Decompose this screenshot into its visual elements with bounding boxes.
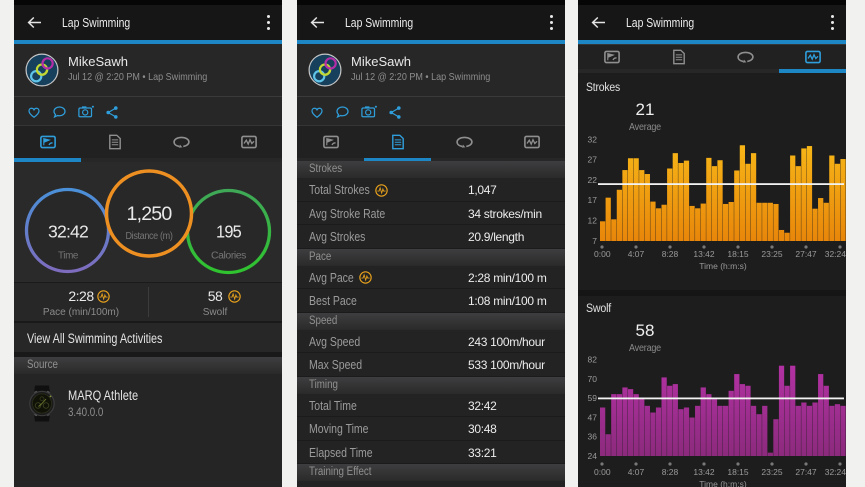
svg-text:195: 195 <box>216 222 241 242</box>
svg-text:Strokes: Strokes <box>586 82 620 94</box>
svg-text:18:15: 18:15 <box>727 467 749 477</box>
svg-text:1,250: 1,250 <box>127 203 173 225</box>
svg-text:36: 36 <box>588 432 598 442</box>
svg-text:Distance (m): Distance (m) <box>126 231 173 242</box>
svg-text:23:25: 23:25 <box>761 467 783 477</box>
svg-text:32: 32 <box>588 134 598 144</box>
svg-text:22: 22 <box>588 175 598 185</box>
svg-text:27:47: 27:47 <box>795 467 817 477</box>
svg-text:32:24: 32:24 <box>825 249 846 259</box>
svg-text:27: 27 <box>588 155 598 165</box>
svg-text:58: 58 <box>636 321 655 340</box>
svg-text:0:00: 0:00 <box>594 467 611 477</box>
svg-text:12: 12 <box>588 216 598 226</box>
svg-text:47: 47 <box>588 412 598 422</box>
svg-text:23:25: 23:25 <box>761 249 783 259</box>
svg-text:13:42: 13:42 <box>693 467 715 477</box>
svg-text:Time: Time <box>58 251 79 262</box>
svg-text:32:24: 32:24 <box>825 467 846 477</box>
svg-text:0:00: 0:00 <box>594 249 611 259</box>
svg-text:70: 70 <box>588 374 598 384</box>
svg-text:24: 24 <box>588 451 598 461</box>
svg-text:17: 17 <box>588 195 598 205</box>
svg-text:Time (h:m:s): Time (h:m:s) <box>699 261 747 271</box>
svg-text:Swolf: Swolf <box>586 303 612 315</box>
svg-text:Average: Average <box>629 343 662 354</box>
svg-text:8:28: 8:28 <box>662 249 679 259</box>
svg-text:4:07: 4:07 <box>628 467 645 477</box>
svg-text:21: 21 <box>636 100 655 119</box>
svg-text:Calories: Calories <box>211 251 247 262</box>
svg-text:18:15: 18:15 <box>727 249 749 259</box>
svg-text:13:42: 13:42 <box>693 249 715 259</box>
svg-text:7: 7 <box>592 236 597 246</box>
svg-text:Average: Average <box>629 122 662 133</box>
svg-text:4:07: 4:07 <box>628 249 645 259</box>
svg-text:8:28: 8:28 <box>662 467 679 477</box>
svg-text:59: 59 <box>588 393 598 403</box>
svg-text:32:42: 32:42 <box>48 222 88 242</box>
svg-text:82: 82 <box>588 355 598 365</box>
svg-text:27:47: 27:47 <box>795 249 817 259</box>
svg-text:Time (h:m:s): Time (h:m:s) <box>699 479 747 487</box>
